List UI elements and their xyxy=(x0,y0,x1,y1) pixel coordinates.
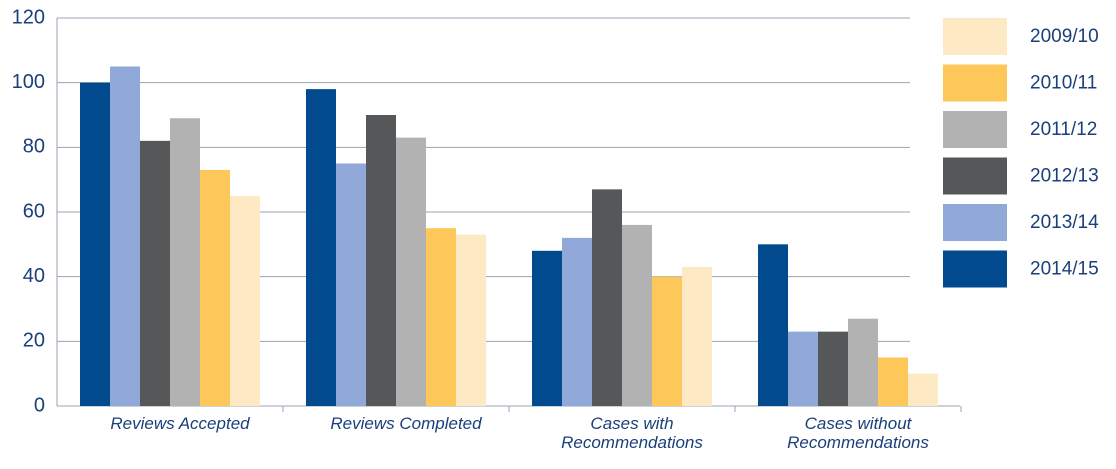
y-tick-label: 20 xyxy=(23,330,45,352)
bar xyxy=(682,266,712,406)
bar xyxy=(110,66,140,406)
bar xyxy=(396,137,426,406)
y-tick-label: 0 xyxy=(34,394,45,416)
bar xyxy=(562,237,592,406)
bar xyxy=(758,244,788,406)
legend-swatch xyxy=(943,18,1007,55)
legend-label: 2012/13 xyxy=(1030,166,1099,187)
bar xyxy=(592,189,622,406)
bar xyxy=(878,357,908,406)
bar xyxy=(908,373,938,406)
bar xyxy=(622,224,652,406)
bar xyxy=(200,169,230,406)
y-tick-label: 80 xyxy=(23,136,45,158)
x-tick-label: Cases without Recommendations xyxy=(787,414,929,452)
legend-label: 2011/12 xyxy=(1030,119,1097,140)
legend-label: 2009/10 xyxy=(1030,26,1099,47)
bar xyxy=(788,331,818,406)
legend-swatch xyxy=(943,111,1007,148)
legend-label: 2014/15 xyxy=(1030,259,1099,280)
bar xyxy=(336,163,366,406)
legend-label: 2010/11 xyxy=(1030,73,1097,94)
legend-swatch xyxy=(943,250,1007,288)
x-tick-label: Reviews Accepted xyxy=(110,414,250,433)
legend-swatch xyxy=(943,64,1007,102)
x-tick-label: Cases with Recommendations xyxy=(561,414,703,452)
y-tick-label: 120 xyxy=(12,6,45,28)
x-tick-label: Reviews Completed xyxy=(330,414,482,433)
bar xyxy=(818,331,848,406)
bar xyxy=(80,82,110,407)
legend-swatch xyxy=(943,157,1007,195)
y-tick-label: 100 xyxy=(12,71,45,93)
bar xyxy=(140,140,170,406)
bar xyxy=(456,234,486,406)
legend-swatch xyxy=(943,204,1007,241)
y-tick-label: 40 xyxy=(23,265,45,287)
bar xyxy=(532,250,562,406)
bar xyxy=(230,195,260,406)
bar xyxy=(366,115,396,406)
bar xyxy=(652,276,682,406)
bar xyxy=(170,118,200,406)
bar xyxy=(426,228,456,406)
bar xyxy=(306,89,336,406)
legend-label: 2013/14 xyxy=(1030,212,1099,233)
bar xyxy=(848,318,878,406)
y-tick-label: 60 xyxy=(23,200,45,222)
